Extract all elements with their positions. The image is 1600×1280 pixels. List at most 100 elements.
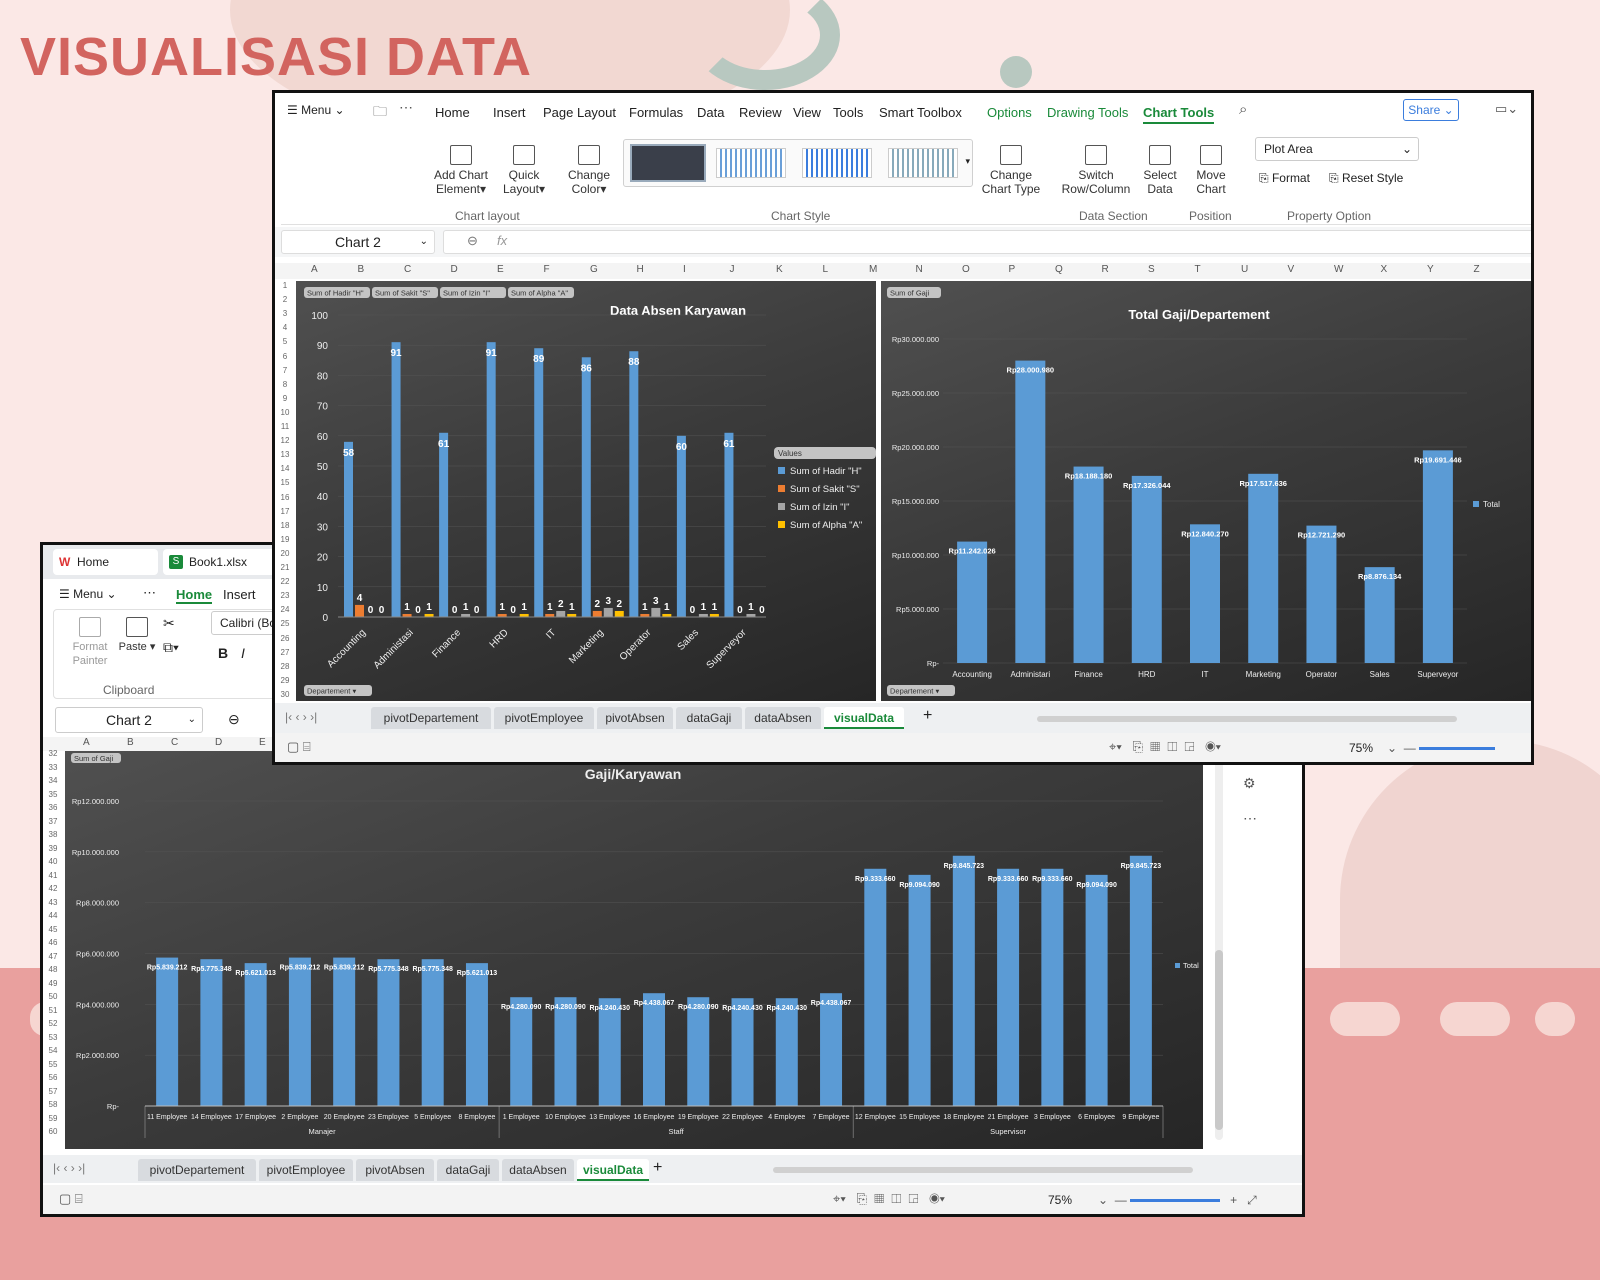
h-scrollbar[interactable] — [773, 1167, 1193, 1173]
chart-style-thumb-selected[interactable] — [630, 144, 706, 182]
column-header[interactable]: T — [1194, 264, 1201, 275]
column-header[interactable]: J — [729, 264, 735, 275]
row-header[interactable]: 58 — [48, 1100, 58, 1109]
file-tab[interactable]: S Book1.xlsx — [163, 549, 283, 575]
row-header[interactable]: 39 — [48, 843, 58, 853]
tab-home[interactable]: Home — [176, 587, 213, 604]
row-header[interactable]: 59 — [48, 1113, 58, 1123]
row-header[interactable]: 52 — [48, 1019, 58, 1028]
tab-page-layout[interactable]: Page Layout — [543, 105, 617, 120]
plot-area-select[interactable]: Plot Area ⌄ — [1255, 137, 1419, 161]
sheet-tab[interactable]: pivotAbsen — [597, 707, 673, 729]
sheet-tab[interactable]: dataGaji — [676, 707, 742, 729]
column-header[interactable]: P — [1008, 264, 1016, 275]
sheet-tab[interactable]: dataAbsen — [745, 707, 821, 729]
field-pill[interactable]: Sum of Sakit "S" — [372, 287, 438, 298]
sheet-tab[interactable]: dataGaji — [437, 1159, 499, 1181]
row-header[interactable]: 15 — [280, 478, 290, 488]
zoom-level[interactable]: 75% — [1048, 1193, 1073, 1207]
tab-insert[interactable]: Insert — [223, 587, 256, 602]
paste-button[interactable]: Paste ▾ — [117, 617, 157, 654]
menu-button[interactable]: ☰ Menu ⌄ — [59, 587, 117, 601]
row-header[interactable]: 45 — [48, 924, 58, 934]
row-header[interactable]: 41 — [48, 870, 58, 880]
column-header[interactable]: U — [1241, 264, 1249, 275]
tab-insert[interactable]: Insert — [493, 105, 526, 120]
column-header[interactable]: H — [636, 264, 644, 275]
sheet-tab[interactable]: pivotDepartement — [138, 1159, 256, 1181]
sheet-nav-arrows[interactable]: |‹ ‹ › ›| — [53, 1161, 86, 1175]
side-settings-icon[interactable]: ⚙ — [1243, 775, 1256, 791]
row-header[interactable]: 32 — [48, 749, 58, 758]
switch-row-column-button[interactable]: Switch Row/Column — [1059, 145, 1133, 196]
add-chart-element-button[interactable]: Add Chart Element▾ — [431, 145, 491, 196]
row-header[interactable]: 16 — [280, 492, 290, 502]
font-name-box[interactable]: Calibri (Bo — [211, 611, 281, 635]
row-header[interactable]: 22 — [280, 577, 290, 587]
row-header[interactable]: 18 — [280, 520, 290, 530]
row-header[interactable]: 30 — [280, 689, 290, 699]
gaji-karyawan-chart[interactable]: Sum of Gaji Gaji/Karyawan Rp- Rp2.000.000 Rp… — [65, 751, 1203, 1149]
sheet-tab[interactable]: visualData — [577, 1159, 649, 1181]
column-header[interactable]: M — [869, 264, 878, 275]
tab-chart-tools[interactable]: Chart Tools — [1143, 105, 1215, 124]
scroll-thumb[interactable] — [1215, 950, 1223, 1130]
value-field-pill[interactable]: Sum of Gaji — [71, 753, 121, 763]
chart-style-gallery[interactable]: ▾ — [623, 139, 973, 187]
name-box[interactable]: Chart 2 ⌄ — [281, 230, 435, 254]
row-header[interactable]: 60 — [48, 1127, 58, 1136]
row-header[interactable]: 40 — [48, 857, 58, 866]
column-header[interactable]: E — [259, 737, 266, 748]
field-pill[interactable]: Sum of Izin "I" — [440, 287, 506, 298]
row-header[interactable]: 50 — [48, 992, 58, 1001]
select-data-button[interactable]: Select Data — [1137, 145, 1183, 196]
row-header[interactable]: 51 — [48, 1005, 58, 1015]
row-header[interactable]: 10 — [280, 407, 290, 417]
change-chart-type-button[interactable]: Change Chart Type — [979, 145, 1043, 196]
tab-drawing-tools[interactable]: Drawing Tools — [1047, 105, 1129, 120]
row-header[interactable]: 21 — [280, 563, 290, 572]
column-header[interactable]: L — [822, 264, 829, 275]
chart-style-thumb[interactable] — [802, 148, 872, 178]
add-sheet-button[interactable]: + — [923, 707, 933, 724]
row-header[interactable]: 54 — [48, 1046, 58, 1055]
total-gaji-chart[interactable]: Sum of Gaji Total Gaji/Departement Rp- Rp5.… — [881, 281, 1531, 701]
column-header[interactable]: B — [127, 737, 134, 748]
search-icon[interactable]: ⌕ — [1239, 101, 1248, 118]
column-header[interactable]: W — [1334, 264, 1344, 275]
row-header[interactable]: 20 — [280, 548, 290, 558]
tab-view[interactable]: View — [793, 105, 821, 120]
column-header[interactable]: O — [962, 264, 970, 275]
row-header[interactable]: 13 — [280, 450, 290, 460]
cut-icon[interactable]: ✂ — [163, 615, 175, 631]
scrollbar-vertical[interactable] — [1215, 760, 1223, 1140]
h-scrollbar[interactable] — [1037, 716, 1457, 722]
column-header[interactable]: I — [683, 264, 686, 275]
row-header[interactable]: 37 — [48, 816, 58, 826]
column-header[interactable]: A — [83, 737, 90, 748]
comment-icon[interactable]: ▭⌄ — [1495, 101, 1519, 116]
column-header[interactable]: D — [215, 737, 223, 748]
column-header[interactable]: B — [357, 264, 365, 275]
bold-button[interactable]: B — [218, 645, 229, 661]
italic-button[interactable]: I — [241, 645, 245, 661]
row-header[interactable]: 36 — [48, 803, 58, 812]
row-header[interactable]: 23 — [280, 591, 290, 601]
menu-button[interactable]: ☰ Menu ⌄ — [287, 103, 345, 117]
zoom-slider[interactable]: ⌄ — + ⤢ — [1098, 1193, 1257, 1207]
chart-style-thumb[interactable] — [716, 148, 786, 178]
view-icons[interactable]: ⌖▾ ⎘ ▦ ◫ ◲ ◉▾ — [1109, 739, 1221, 754]
column-header[interactable]: S — [1148, 264, 1155, 275]
home-tab[interactable]: W Home — [53, 549, 158, 575]
row-header[interactable]: 38 — [48, 830, 58, 839]
row-header[interactable]: 57 — [48, 1086, 58, 1096]
view-icons[interactable]: ⌖▾ ⎘ ▦ ◫ ◲ ◉▾ — [833, 1191, 945, 1206]
tab-data[interactable]: Data — [697, 105, 725, 120]
zoom-slider[interactable]: ⌄ — — [1387, 741, 1496, 755]
column-header[interactable]: Q — [1055, 264, 1063, 275]
tab-home[interactable]: Home — [435, 105, 470, 120]
sheet-nav-arrows[interactable]: |‹ ‹ › ›| — [285, 710, 318, 724]
column-header[interactable]: R — [1101, 264, 1109, 275]
row-header[interactable]: 14 — [280, 464, 290, 474]
row-header[interactable]: 29 — [280, 675, 290, 685]
